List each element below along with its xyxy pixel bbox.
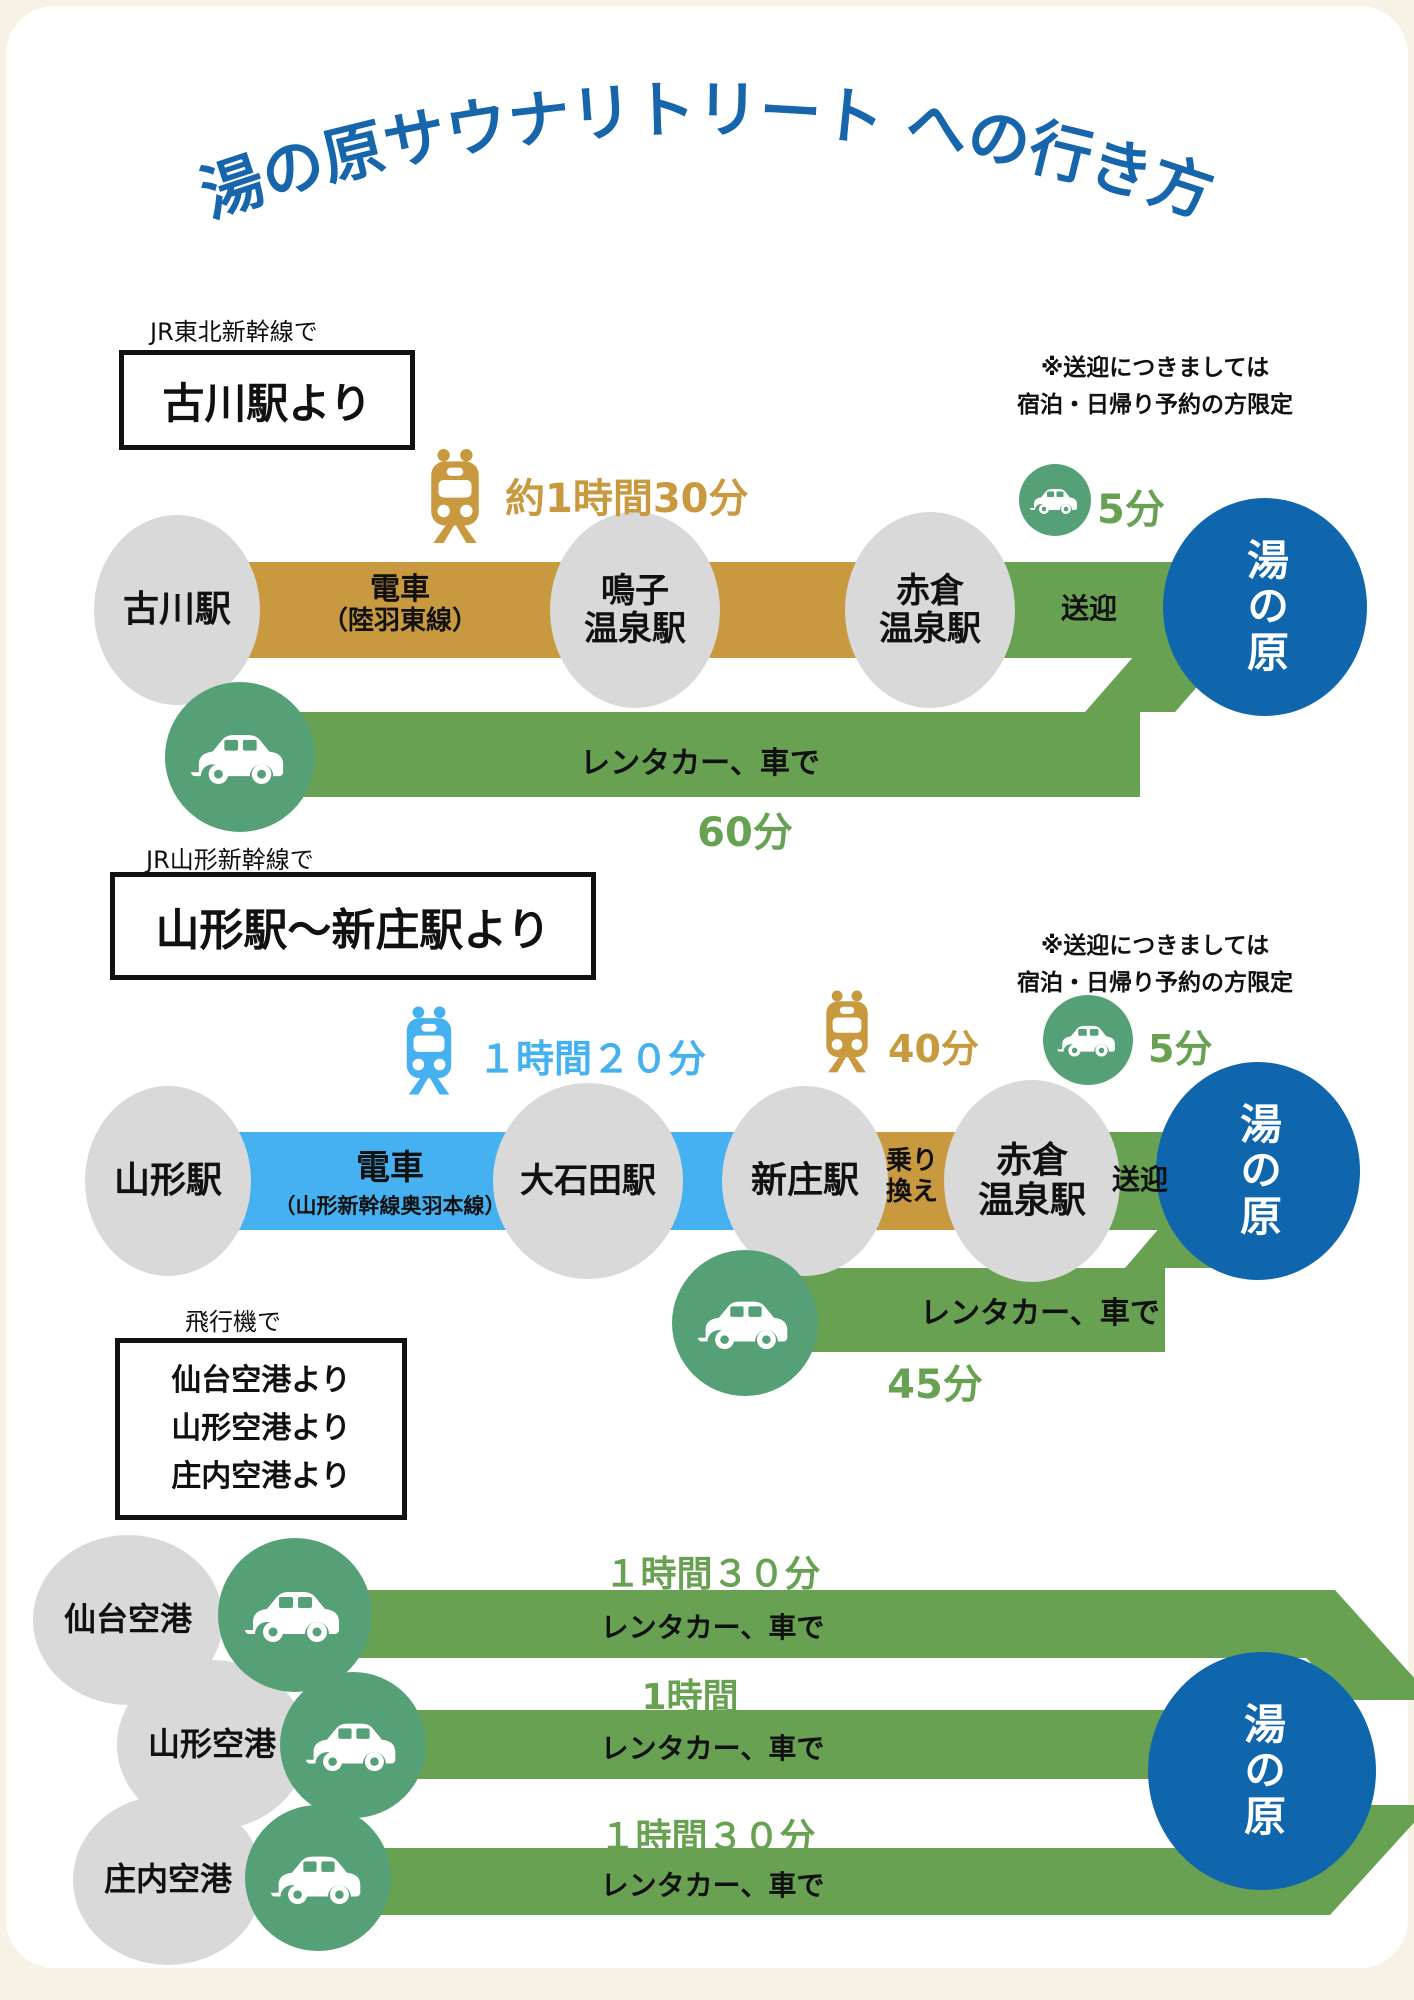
shuttle-note-line2: 宿泊・日帰り予約の方限定 [1017, 970, 1293, 996]
station-label: 温泉駅 [977, 1180, 1086, 1221]
destination-circle-yunohara-3: 湯の原 [1148, 1652, 1376, 1890]
section2-shuttle-time: 5分 [1148, 1027, 1213, 1071]
train-icon [400, 1005, 458, 1095]
section1-origin-box: 古川駅より [119, 350, 415, 450]
airport-route2-time: 1時間 [641, 1677, 739, 1718]
station-circle-shinjo: 新庄駅 [722, 1086, 888, 1276]
station-label: 山形駅 [113, 1159, 222, 1201]
section1-shuttle-leg-label: 送迎 [1060, 592, 1117, 625]
rental-car-circle [280, 1672, 426, 1818]
section2-train-time: １時間２０分 [478, 1037, 707, 1081]
car-icon [245, 1584, 345, 1646]
airport-circle-shonai: 庄内空港 [73, 1795, 263, 1965]
station-label: 新庄駅 [750, 1159, 859, 1201]
destination-label: 湯の原 [1237, 1702, 1287, 1840]
section2-origin-box: 山形駅～新庄駅より [110, 872, 596, 980]
section2-rental-time: 45分 [887, 1362, 983, 1408]
svg-text:湯の原サウナリトリート への行き方: 湯の原サウナリトリート への行き方 [192, 73, 1222, 232]
section2-shuttle-note: ※送迎につきましては 宿泊・日帰り予約の方限定 [930, 928, 1380, 1002]
shuttle-note-line1: ※送迎につきましては [1040, 355, 1270, 381]
destination-label: 湯の原 [1233, 1102, 1283, 1240]
rental-car-circle [218, 1538, 372, 1692]
car-icon [271, 1849, 366, 1908]
airport-route2-label: レンタカー、車で [600, 1732, 825, 1765]
section3-transport-label: 飛行機で [185, 1308, 281, 1336]
section2-train-line-label: （山形新幹線奥羽本線） [274, 1194, 506, 1218]
rental-car-circle [672, 1250, 818, 1396]
section1-train-leg-label: 電車 [370, 572, 430, 607]
rental-car-circle [165, 682, 315, 832]
airport-route1-time: １時間３０分 [604, 1554, 821, 1595]
origin-box-line: 仙台空港より [171, 1363, 351, 1398]
section1-train-time: 約1時間30分 [505, 476, 749, 522]
airport-label: 仙台空港 [63, 1600, 192, 1639]
destination-circle-yunohara-1: 湯の原 [1163, 498, 1367, 716]
car-icon [306, 1716, 401, 1775]
station-label: 大石田駅 [520, 1160, 656, 1201]
destination-circle-yunohara-2: 湯の原 [1156, 1062, 1360, 1280]
airport-label: 山形空港 [147, 1725, 276, 1764]
section1-train-line-label: （陸羽東線） [321, 606, 478, 636]
section1-shuttle-time: 5分 [1097, 487, 1165, 533]
shuttle-note-line1: ※送迎につきましては [1040, 933, 1270, 959]
section2-train-leg-label: 電車 [356, 1148, 424, 1188]
car-icon [1030, 485, 1080, 516]
station-label: 鳴子 [601, 570, 669, 611]
station-label: 古川駅 [122, 588, 231, 630]
shuttle-car-circle [1019, 464, 1091, 536]
station-circle-akakura-onsen-2: 赤倉 温泉駅 [944, 1080, 1120, 1282]
transfer-line: 換え [885, 1177, 938, 1208]
origin-box-line: 山形空港より [171, 1411, 351, 1446]
section2-transfer-label: 乗り 換え [872, 1146, 952, 1208]
station-label: 温泉駅 [879, 609, 981, 649]
section2-shuttle-leg-label: 送迎 [1111, 1163, 1168, 1196]
airport-label: 庄内空港 [103, 1860, 232, 1899]
station-circle-oishida: 大石田駅 [493, 1083, 683, 1279]
section1-rental-time: 60分 [697, 810, 793, 856]
page-title: 湯の原サウナリトリート への行き方 [192, 73, 1222, 232]
section1-transport-label: JR東北新幹線で [150, 318, 318, 346]
station-label: 赤倉 [896, 570, 964, 611]
car-icon [191, 727, 289, 788]
airport-route3-time: １時間３０分 [599, 1817, 816, 1858]
shuttle-car-circle [1043, 995, 1133, 1085]
airport-route3-label: レンタカー、車で [600, 1869, 825, 1902]
station-circle-yamagata: 山形駅 [85, 1086, 251, 1276]
station-circle-furukawa: 古川駅 [94, 515, 260, 705]
station-label: 赤倉 [995, 1139, 1068, 1181]
station-circle-akakura-onsen: 赤倉 温泉駅 [845, 512, 1015, 708]
car-icon [698, 1294, 793, 1353]
section2-local-train-time: 40分 [888, 1027, 979, 1071]
train-icon [820, 988, 874, 1074]
title-arc: 湯の原サウナリトリート への行き方 [192, 73, 1222, 232]
shuttle-note-line2: 宿泊・日帰り予約の方限定 [1017, 392, 1293, 418]
rental-car-circle [245, 1805, 391, 1951]
section2-transport-label: JR山形新幹線で [146, 846, 314, 874]
section3-origin-box: 仙台空港より 山形空港より 庄内空港より [115, 1338, 407, 1520]
section1-rental-label: レンタカー、車で [580, 746, 820, 781]
transfer-line: 乗り [885, 1146, 938, 1176]
station-label: 温泉駅 [584, 609, 686, 649]
section2-rental-label: レンタカー、車で [920, 1296, 1160, 1331]
destination-label: 湯の原 [1240, 538, 1290, 676]
origin-box-line: 庄内空港より [171, 1459, 351, 1494]
train-icon [424, 448, 486, 543]
car-icon [1057, 1021, 1119, 1059]
station-circle-naruko-onsen: 鳴子 温泉駅 [550, 512, 720, 708]
airport-route1-label: レンタカー、車で [600, 1611, 825, 1644]
section1-shuttle-note: ※送迎につきましては 宿泊・日帰り予約の方限定 [930, 350, 1380, 424]
